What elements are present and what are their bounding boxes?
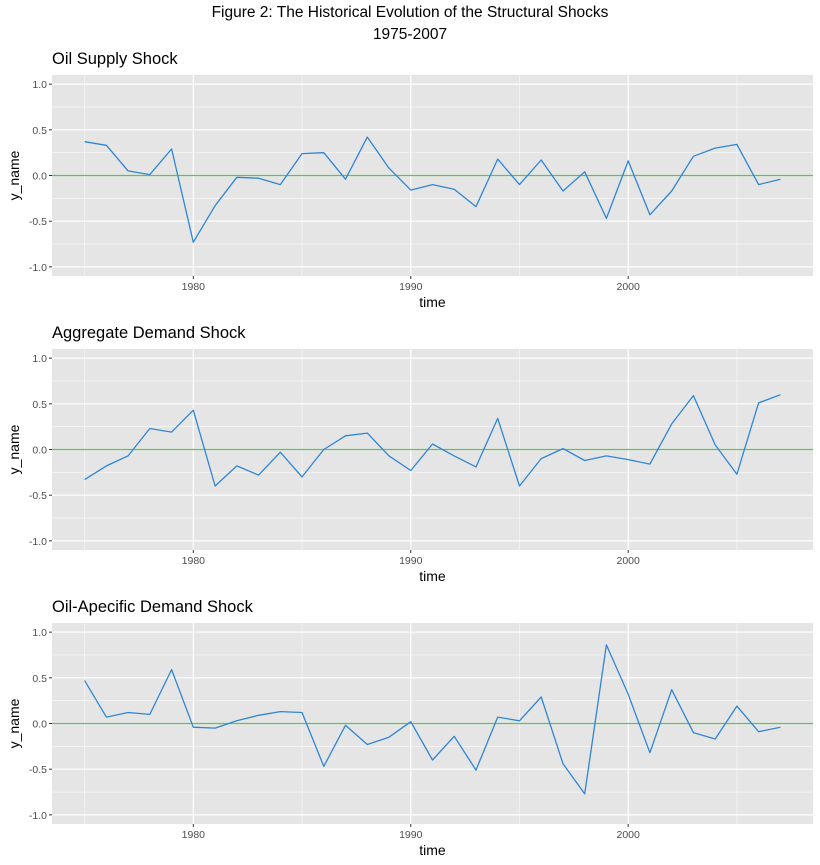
series-line bbox=[84, 136, 781, 243]
x-tick-label: 1990 bbox=[399, 555, 423, 567]
y-tick-label: 0.0 bbox=[32, 445, 47, 457]
chart-panel-2: 1.0 0.5 0.0 -0.5 -1.0 1980 1990 2000 Aggregate D… bbox=[6, 324, 813, 584]
x-axis-label: time bbox=[419, 568, 446, 584]
y-tick-label: 0.0 bbox=[32, 171, 47, 183]
x-tick-label: 1980 bbox=[182, 829, 206, 841]
y-tick-label: -1.0 bbox=[29, 810, 47, 822]
y-axis-label: y_name bbox=[6, 698, 22, 748]
y-tick-label: -0.5 bbox=[29, 216, 47, 228]
y-tick-label: -1.0 bbox=[29, 536, 47, 548]
x-axis-label: time bbox=[419, 842, 446, 858]
y-tick-label: 0.0 bbox=[32, 719, 47, 731]
series-line bbox=[84, 394, 781, 487]
y-axis-label: y_name bbox=[6, 150, 22, 200]
x-tick-label: 1980 bbox=[182, 281, 206, 293]
y-tick-label: -0.5 bbox=[29, 764, 47, 776]
figure-title-line-1: Figure 2: The Historical Evolution of th… bbox=[211, 4, 609, 21]
y-tick-label: 0.5 bbox=[32, 125, 47, 137]
y-tick-label: -1.0 bbox=[29, 262, 47, 274]
x-tick-label: 1980 bbox=[182, 555, 206, 567]
figure-title: Figure 2: The Historical Evolution of th… bbox=[0, 2, 820, 46]
y-tick-label: 1.0 bbox=[32, 353, 47, 365]
y-tick-label: 0.5 bbox=[32, 673, 47, 685]
panel-title: Oil Supply Shock bbox=[52, 50, 178, 68]
panel-title: Oil-Apecific Demand Shock bbox=[52, 598, 254, 616]
chart-panel-3: 1.0 0.5 0.0 -0.5 -1.0 1980 1990 2000 Oil-Apecifi… bbox=[6, 598, 813, 858]
x-tick-label: 1990 bbox=[399, 829, 423, 841]
y-axis-label: y_name bbox=[6, 424, 22, 474]
series-line bbox=[84, 644, 781, 795]
y-tick-label: 1.0 bbox=[32, 79, 47, 91]
y-tick-label: 0.5 bbox=[32, 399, 47, 411]
x-tick-label: 2000 bbox=[617, 829, 641, 841]
figure-title-line-2: 1975-2007 bbox=[372, 26, 448, 43]
x-tick-label: 2000 bbox=[617, 555, 641, 567]
y-tick-label: -0.5 bbox=[29, 490, 47, 502]
panel-title: Aggregate Demand Shock bbox=[52, 324, 246, 342]
y-tick-label: 1.0 bbox=[32, 627, 47, 639]
x-tick-label: 2000 bbox=[617, 281, 641, 293]
x-tick-label: 1990 bbox=[399, 281, 423, 293]
chart-panel-1: 1.0 0.5 0.0 -0.5 -1.0 1980 1990 2000 Oil Supply … bbox=[6, 50, 813, 310]
x-axis-label: time bbox=[419, 294, 446, 310]
